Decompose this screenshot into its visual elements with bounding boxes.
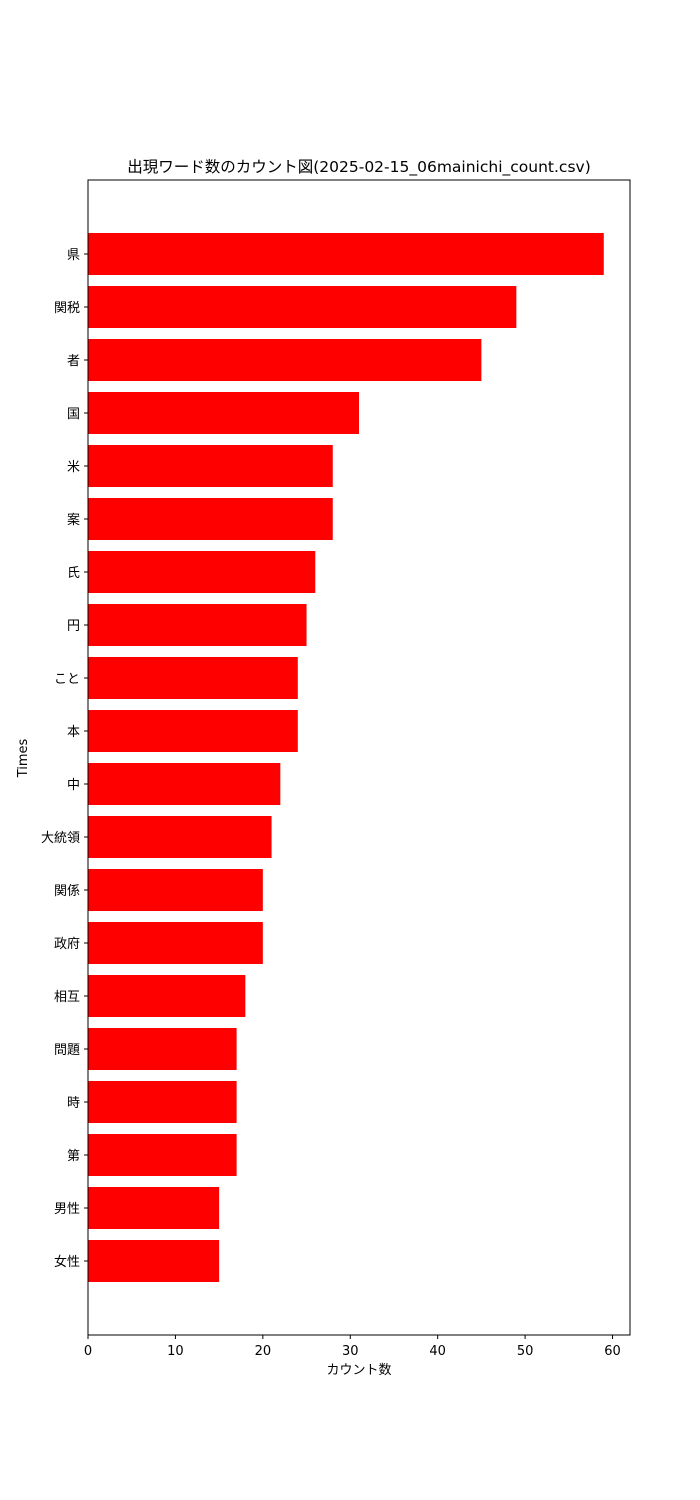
y-tick-label: 大統領 (41, 830, 80, 846)
y-tick-label: 第 (67, 1149, 80, 1164)
bar-12 (88, 869, 263, 911)
y-tick-label: 者 (67, 354, 80, 369)
bar-5 (88, 498, 333, 540)
y-tick-label: 氏 (67, 566, 80, 581)
bar-10 (88, 763, 281, 805)
x-tick-label: 50 (517, 1344, 534, 1359)
x-axis-label: カウント数 (326, 1363, 391, 1378)
x-tick-label: 40 (429, 1344, 446, 1359)
y-tick-label: 関税 (54, 301, 80, 316)
chart-title: 出現ワード数のカウント図(2025-02-15_06mainichi_count… (127, 158, 591, 177)
y-tick-label: 円 (67, 619, 80, 634)
x-tick-label: 60 (604, 1344, 621, 1359)
y-tick-label: 政府 (54, 937, 80, 952)
bar-7 (88, 604, 307, 646)
x-tick-label: 0 (84, 1344, 92, 1359)
y-tick-label: 問題 (54, 1043, 80, 1058)
y-tick-label: 米 (67, 460, 80, 475)
y-tick-label: 時 (67, 1096, 80, 1111)
bar-18 (88, 1187, 220, 1229)
y-tick-label: 県 (67, 248, 80, 263)
bar-2 (88, 339, 482, 381)
bar-16 (88, 1081, 237, 1123)
y-tick-label: 国 (67, 407, 80, 422)
bar-15 (88, 1028, 237, 1070)
bar-13 (88, 922, 263, 964)
y-tick-label: こと (54, 672, 80, 687)
bar-4 (88, 445, 333, 487)
bar-19 (88, 1240, 220, 1282)
bar-8 (88, 657, 298, 699)
bar-1 (88, 286, 517, 328)
y-axis-label: Times (16, 738, 31, 778)
y-tick-label: 案 (67, 513, 80, 528)
x-axis-ticks: 0 10 20 30 40 50 60 (84, 1335, 621, 1359)
bar-0 (88, 233, 604, 275)
y-tick-label: 相互 (54, 990, 80, 1005)
x-tick-label: 10 (167, 1344, 184, 1359)
y-tick-label: 女性 (54, 1254, 80, 1270)
y-tick-label: 関係 (54, 884, 80, 899)
bar-3 (88, 392, 359, 434)
bar-11 (88, 816, 272, 858)
y-tick-label: 男性 (54, 1202, 80, 1217)
x-tick-label: 30 (342, 1344, 359, 1359)
x-tick-label: 20 (255, 1344, 272, 1359)
bar-14 (88, 975, 246, 1017)
bar-17 (88, 1134, 237, 1176)
bars-group (88, 233, 604, 1282)
plot-frame (87, 179, 631, 1336)
y-tick-label: 本 (67, 725, 80, 740)
bar-6 (88, 551, 316, 593)
bar-9 (88, 710, 298, 752)
y-tick-label: 中 (67, 778, 80, 793)
